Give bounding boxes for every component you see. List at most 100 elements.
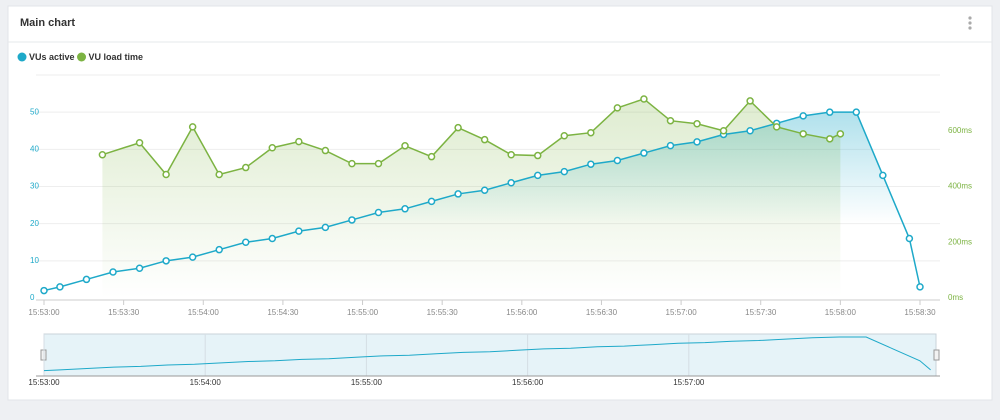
y2-tick-label: 0ms [948, 293, 963, 302]
data-point [640, 149, 648, 157]
data-point [693, 138, 701, 146]
chart-title: Main chart [20, 17, 75, 29]
legend-label: VU load time [89, 52, 144, 62]
data-point [348, 216, 356, 224]
navigator-tick-label: 15:55:00 [351, 378, 383, 387]
x-tick-label: 15:58:30 [904, 308, 936, 317]
data-point [241, 238, 250, 246]
navigator-line [43, 336, 931, 372]
data-point [480, 186, 489, 194]
data-point [507, 150, 515, 159]
data-point [613, 156, 622, 165]
data-point [40, 286, 48, 295]
area-fill [102, 98, 841, 298]
navigator-tick-label: 15:57:00 [673, 378, 705, 387]
data-point [772, 123, 781, 131]
data-point [188, 253, 197, 261]
data-point [162, 257, 170, 265]
data-point [916, 283, 924, 291]
data-point [268, 234, 277, 243]
data-point [82, 275, 91, 284]
data-point [241, 163, 250, 172]
data-point [56, 283, 64, 291]
x-tick-label: 15:57:00 [666, 308, 698, 317]
data-point [799, 112, 807, 120]
data-point [666, 141, 675, 150]
data-point [825, 135, 834, 143]
data-point [480, 135, 489, 144]
x-tick-label: 15:54:30 [267, 308, 299, 317]
data-point [533, 151, 542, 160]
y-tick-label: 20 [30, 219, 39, 228]
data-point [905, 234, 914, 243]
y-tick-label: 40 [30, 144, 39, 153]
x-tick-label: 15:55:00 [347, 308, 379, 317]
x-tick-label: 15:53:30 [108, 308, 140, 317]
data-point [454, 123, 462, 132]
data-point [401, 142, 409, 150]
y-tick-label: 0 [30, 293, 35, 302]
y-tick-label: 50 [30, 107, 39, 116]
data-point [719, 127, 728, 135]
navigator-window[interactable] [43, 333, 937, 377]
data-point [135, 264, 144, 273]
legend-label: VUs active [29, 52, 75, 62]
data-point [746, 97, 754, 105]
data-point [587, 160, 595, 168]
data-point [135, 138, 144, 147]
x-tick-label: 15:54:00 [188, 308, 220, 317]
data-point [188, 123, 197, 131]
x-tick-label: 15:56:30 [586, 308, 618, 317]
data-point [825, 108, 834, 116]
y-tick-label: 10 [30, 256, 39, 265]
data-point [109, 268, 117, 276]
data-point [852, 108, 861, 116]
y2-tick-label: 600ms [948, 126, 972, 135]
data-point [215, 170, 223, 179]
data-point [374, 159, 383, 168]
data-point [215, 245, 223, 254]
data-point [560, 132, 569, 140]
data-point [427, 152, 436, 161]
x-tick-label: 15:53:00 [28, 308, 60, 317]
data-point [454, 190, 462, 198]
data-point [348, 159, 356, 168]
data-point [836, 130, 845, 138]
data-point [533, 171, 542, 180]
x-tick-label: 15:58:00 [825, 308, 857, 317]
data-point [98, 150, 107, 159]
data-point [295, 137, 303, 146]
menu-icon[interactable] [968, 16, 972, 30]
data-point [427, 197, 436, 206]
data-point [321, 146, 330, 155]
data-point [746, 127, 754, 135]
y-tick-label: 30 [30, 182, 39, 191]
data-point [321, 223, 330, 232]
data-point [401, 205, 409, 213]
data-point [507, 179, 515, 187]
navigator-tick-label: 15:53:00 [28, 378, 60, 387]
x-tick-label: 15:55:30 [427, 308, 459, 317]
navigator-tick-label: 15:56:00 [512, 378, 544, 387]
legend-swatch [77, 52, 87, 62]
x-tick-label: 15:57:30 [745, 308, 777, 317]
data-point [879, 171, 887, 180]
navigator-handle[interactable] [933, 349, 940, 361]
data-point [295, 227, 303, 235]
data-point [162, 170, 170, 179]
data-point [560, 167, 569, 176]
data-point [613, 104, 622, 112]
x-tick-label: 15:56:00 [506, 308, 538, 317]
y2-tick-label: 200ms [948, 237, 972, 246]
navigator-tick-label: 15:54:00 [190, 378, 222, 387]
legend-swatch [17, 52, 27, 62]
data-point [799, 130, 807, 138]
data-point [587, 128, 595, 137]
data-point [693, 120, 701, 128]
data-point [374, 208, 383, 217]
data-point [640, 95, 648, 103]
data-point [666, 116, 675, 125]
data-point [268, 144, 277, 152]
